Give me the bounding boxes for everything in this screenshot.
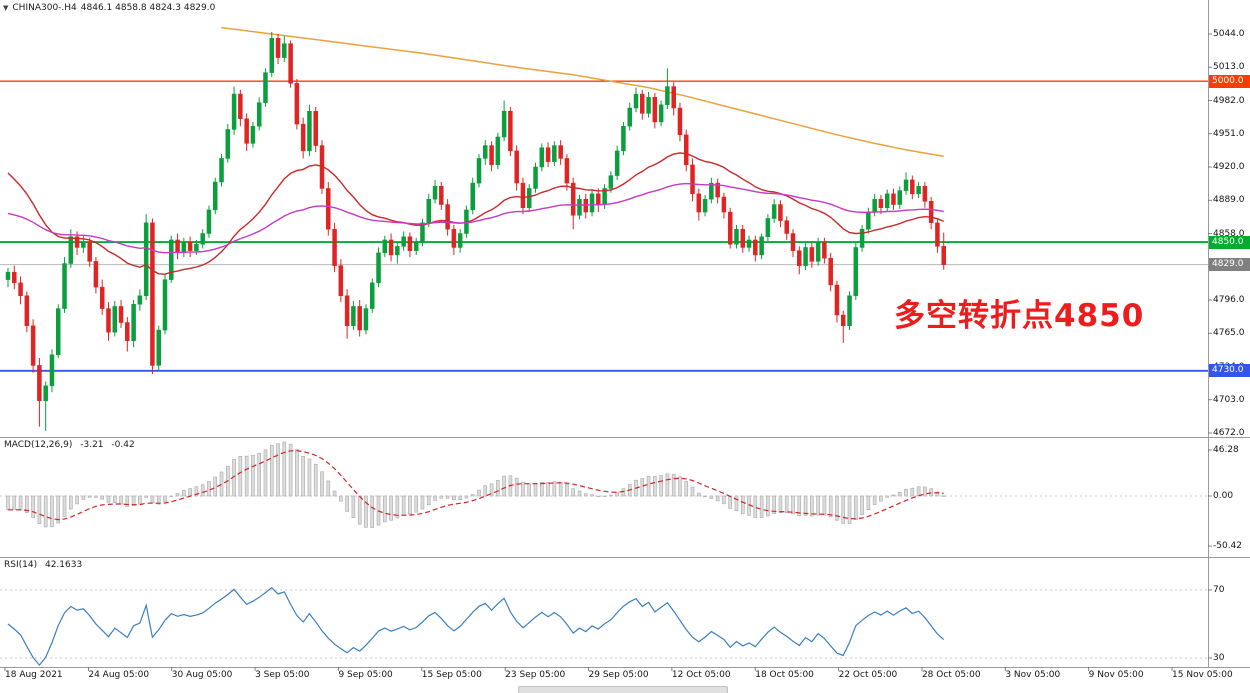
- price-axis-tick-label: 4858.0: [1213, 228, 1245, 239]
- time-axis-label: 22 Oct 05:00: [838, 670, 898, 680]
- price-level-label-4850.0: 4850.0: [1209, 235, 1250, 249]
- time-axis-label: 29 Sep 05:00: [588, 670, 649, 680]
- time-axis-label: 15 Sep 05:00: [421, 670, 482, 680]
- price-level-label-4730.0: 4730.0: [1209, 364, 1250, 378]
- macd-signal-value: -0.42: [111, 440, 135, 450]
- time-axis-label: 24 Aug 05:00: [88, 670, 150, 680]
- price-level-label-4829.0: 4829.0: [1209, 258, 1250, 272]
- time-axis-label: 3 Sep 05:00: [255, 670, 310, 680]
- symbol-ohlc-values: 4846.1 4858.8 4824.3 4829.0: [80, 3, 216, 13]
- rsi-layer[interactable]: [0, 586, 1208, 667]
- time-axis-label: 12 Oct 05:00: [671, 670, 731, 680]
- price-axis-tick-label: 4765.0: [1213, 328, 1245, 339]
- time-axis-label: 9 Nov 05:00: [1088, 670, 1144, 680]
- price-axis-tick-label: 4672.0: [1213, 428, 1245, 438]
- price-axis-tick-label: 4951.0: [1213, 128, 1245, 139]
- price-axis-tick-label: 4796.0: [1213, 295, 1245, 305]
- price-axis-tick-label: 5013.0: [1213, 62, 1245, 73]
- time-axis-label: 15 Nov 05:00: [1172, 670, 1233, 680]
- symbol-dropdown-icon[interactable]: ▼: [3, 4, 9, 12]
- time-axis-label: 3 Nov 05:00: [1005, 670, 1061, 680]
- chart-annotation-text[interactable]: 多空转折点4850: [894, 298, 1145, 334]
- main-chart-layer[interactable]: [0, 26, 1208, 431]
- time-axis-label: 30 Aug 05:00: [171, 670, 233, 680]
- price-axis-tick-label: 4703.0: [1213, 394, 1245, 405]
- rsi-indicator-label: RSI(14) 42.1633: [4, 560, 87, 570]
- time-axis-label: 28 Oct 05:00: [921, 670, 981, 680]
- time-axis-label: 23 Sep 05:00: [505, 670, 566, 680]
- time-axis-label: 9 Sep 05:00: [338, 670, 393, 680]
- macd-name: MACD(12,26,9): [4, 440, 73, 450]
- symbol-info-bar[interactable]: ▼ CHINA300-.H4 4846.1 4858.8 4824.3 4829…: [3, 3, 215, 13]
- macd-scale-label: -50.42: [1213, 541, 1243, 552]
- time-axis-label: 18 Oct 05:00: [755, 670, 814, 680]
- macd-layer[interactable]: [0, 441, 1208, 528]
- rsi-value: 42.1633: [44, 560, 83, 570]
- price-axis-tick-label: 4889.0: [1213, 195, 1245, 206]
- symbol-name: CHINA300-.H4: [12, 3, 77, 13]
- rsi-name: RSI(14): [4, 560, 38, 570]
- macd-scale-label: 0.00: [1213, 491, 1234, 501]
- macd-scale-label: 46.28: [1213, 444, 1239, 455]
- time-axis-label: 18 Aug 2021: [5, 670, 63, 680]
- rsi-scale-label: 70: [1213, 585, 1225, 595]
- horizontal-scrollbar-thumb[interactable]: [518, 686, 728, 693]
- price-axis-tick-label: 4920.0: [1213, 162, 1245, 172]
- price-axis-tick-label: 4982.0: [1213, 95, 1245, 106]
- price-level-label-5000.0: 5000.0: [1209, 74, 1250, 88]
- macd-main-value: -3.21: [80, 440, 104, 450]
- macd-indicator-label: MACD(12,26,9) -3.21 -0.42: [4, 440, 140, 450]
- price-axis-tick-label: 5044.0: [1213, 29, 1245, 39]
- rsi-scale-label: 30: [1213, 653, 1225, 663]
